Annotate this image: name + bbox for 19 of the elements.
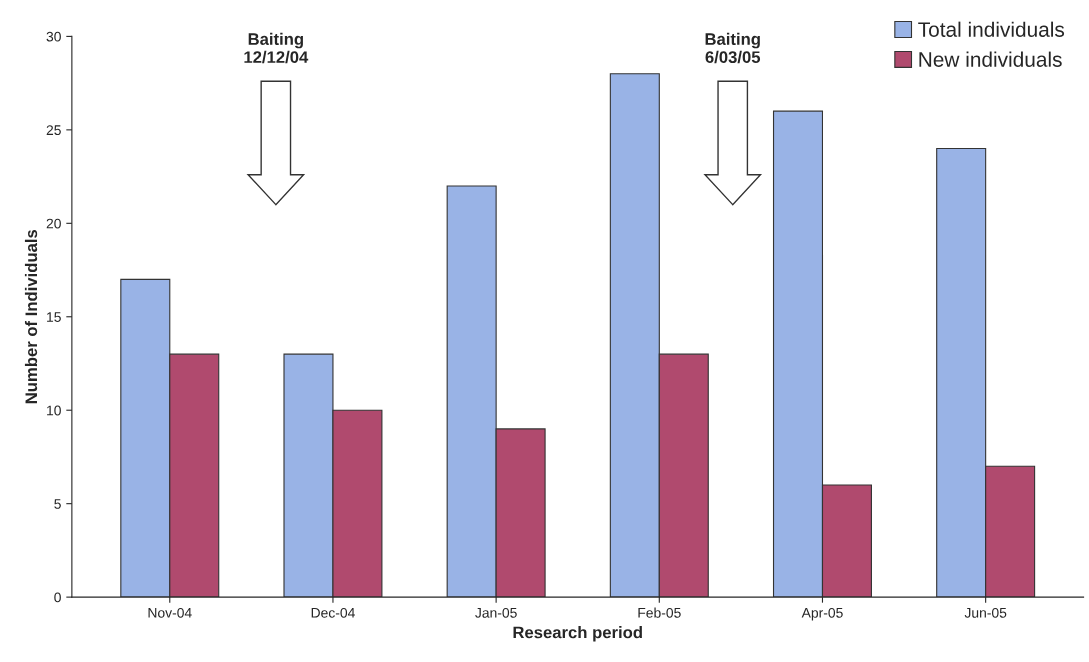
legend-label: Total individuals bbox=[918, 21, 1065, 37]
x-tick-label: Dec-04 bbox=[311, 607, 355, 618]
annotation: Baiting 12/12/04 bbox=[244, 32, 309, 64]
y-tick-label: 30 bbox=[46, 31, 61, 42]
x-tick-label: Feb-05 bbox=[638, 607, 681, 618]
y-tick-label: 25 bbox=[46, 125, 61, 136]
y-tick-label: 15 bbox=[47, 312, 61, 322]
x-tick-label: Jun-05 bbox=[964, 607, 1007, 618]
y-tick-label: 20 bbox=[46, 218, 61, 229]
x-tick-label: Apr-05 bbox=[801, 607, 843, 621]
y-axis-title: Number of Individuals bbox=[24, 229, 38, 404]
x-tick-label: Nov-04 bbox=[148, 607, 192, 618]
x-axis-title: Research period bbox=[513, 626, 642, 642]
y-tick-label: 10 bbox=[47, 405, 61, 416]
x-tick-label: Jan-05 bbox=[475, 607, 517, 618]
legend-label: New individuals bbox=[919, 51, 1062, 67]
annotation: Baiting 6/03/05 bbox=[705, 32, 761, 64]
y-tick-label: 0 bbox=[54, 592, 61, 603]
y-tick-label: 5 bbox=[54, 499, 61, 509]
